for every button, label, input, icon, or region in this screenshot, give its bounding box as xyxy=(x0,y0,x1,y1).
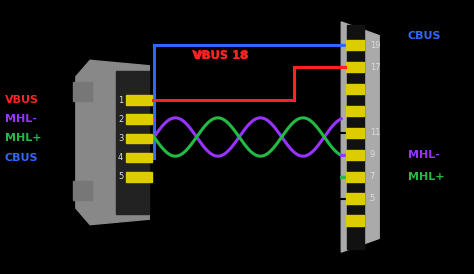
Bar xyxy=(126,95,152,105)
Bar xyxy=(346,215,364,226)
Text: 3: 3 xyxy=(118,134,123,143)
Bar xyxy=(346,62,364,72)
Polygon shape xyxy=(341,22,379,252)
Bar xyxy=(346,172,364,182)
Text: 17: 17 xyxy=(370,63,380,72)
Text: VBUS 18: VBUS 18 xyxy=(192,49,249,62)
Text: MHL-: MHL- xyxy=(408,150,439,160)
Text: CBUS: CBUS xyxy=(408,31,441,41)
Bar xyxy=(73,181,92,200)
Text: 5: 5 xyxy=(118,172,123,181)
Text: 19: 19 xyxy=(370,41,380,50)
Bar xyxy=(346,106,364,116)
Text: 1: 1 xyxy=(118,96,123,104)
Text: 4: 4 xyxy=(118,153,123,162)
Text: CBUS: CBUS xyxy=(5,153,38,162)
Text: MHL-: MHL- xyxy=(5,114,36,124)
Text: 11: 11 xyxy=(370,129,380,137)
Text: VBUS: VBUS xyxy=(5,95,39,105)
Bar xyxy=(126,172,152,182)
Text: 2: 2 xyxy=(118,115,123,124)
Text: 5: 5 xyxy=(370,194,375,203)
Bar xyxy=(346,84,364,94)
Polygon shape xyxy=(76,60,149,225)
Bar xyxy=(347,25,364,249)
Bar xyxy=(126,115,152,124)
Bar xyxy=(346,150,364,160)
Bar xyxy=(126,133,152,143)
Text: VBUS 18: VBUS 18 xyxy=(194,51,248,61)
Bar xyxy=(346,193,364,204)
Bar xyxy=(346,128,364,138)
Bar xyxy=(116,71,149,214)
Bar xyxy=(346,40,364,50)
Text: 7: 7 xyxy=(370,172,375,181)
Text: 9: 9 xyxy=(370,150,375,159)
Bar xyxy=(73,82,92,101)
Text: MHL+: MHL+ xyxy=(408,172,444,182)
Bar xyxy=(126,153,152,162)
Text: MHL+: MHL+ xyxy=(5,133,41,143)
